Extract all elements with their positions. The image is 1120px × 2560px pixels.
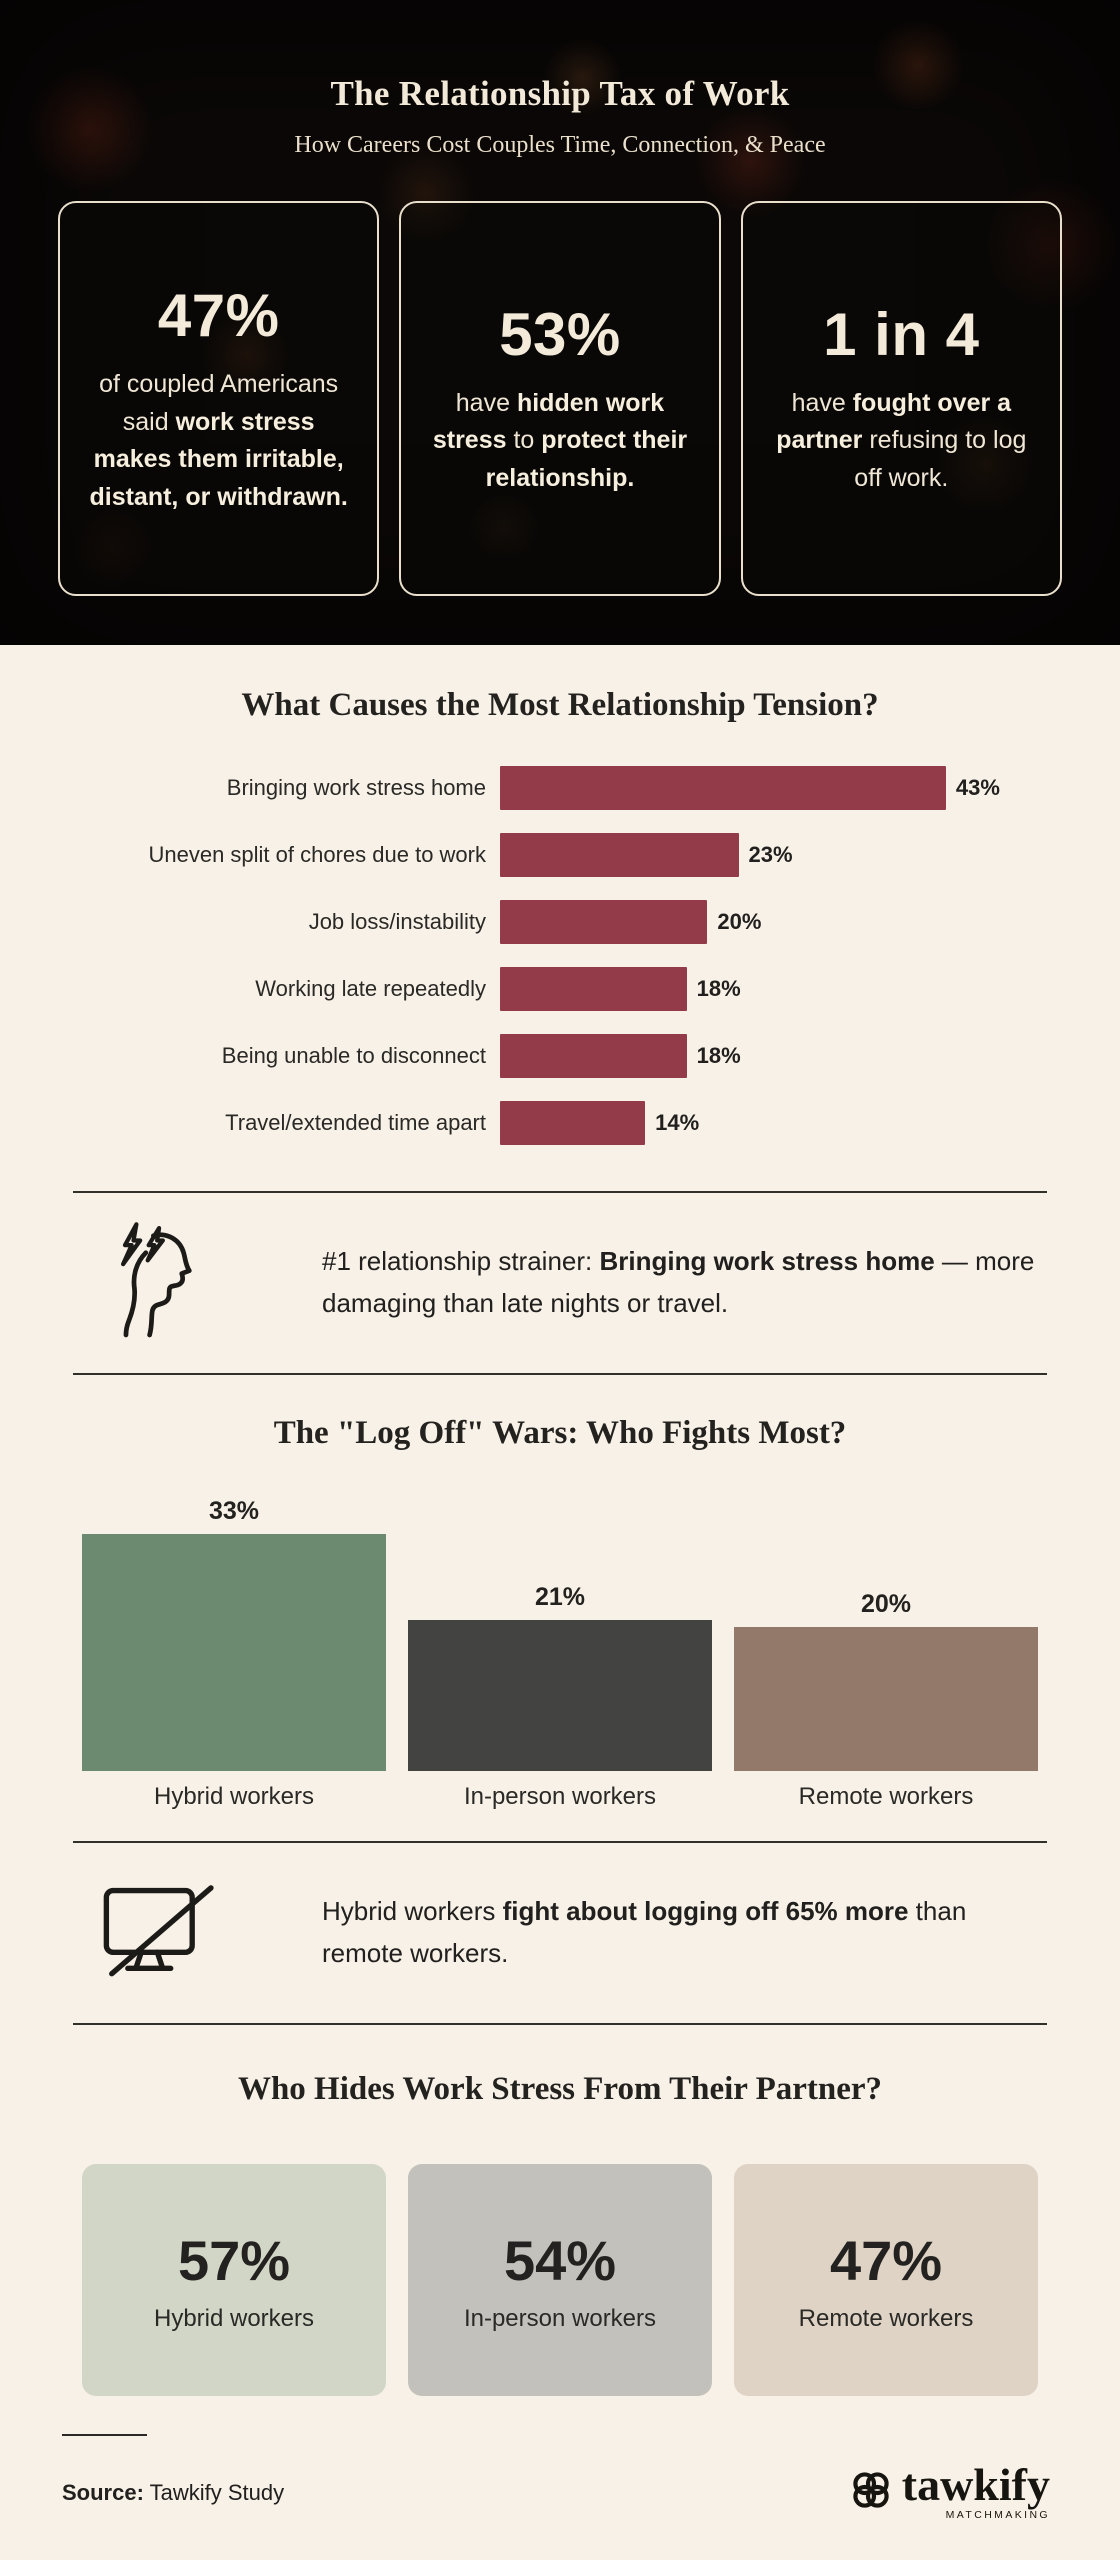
hero-stat-card: 53% have hidden work stress to protect th… bbox=[399, 201, 721, 596]
hides-card: 57% Hybrid workers bbox=[82, 2164, 386, 2396]
logoff-column: 20% bbox=[734, 1590, 1038, 1771]
hides-card-value: 54% bbox=[503, 2228, 617, 2292]
tension-chart-title: What Causes the Most Relationship Tensio… bbox=[241, 687, 879, 723]
tension-bar-label: Working late repeatedly bbox=[255, 976, 486, 1001]
tension-bar-value: 23% bbox=[748, 842, 793, 867]
divider bbox=[73, 1191, 1047, 1193]
footer: Source: Tawkify Study tawkify MATCHMAKIN… bbox=[0, 2436, 1120, 2521]
tension-row: Uneven split of chores due to work 23% bbox=[0, 833, 1120, 877]
tension-bar bbox=[500, 766, 946, 810]
hides-card: 47% Remote workers bbox=[734, 2164, 1038, 2396]
tension-bar-label: Uneven split of chores due to work bbox=[148, 842, 486, 867]
logo-wordmark: tawkify MATCHMAKING bbox=[901, 2459, 1050, 2522]
tension-bar bbox=[500, 833, 739, 877]
insight-callout-stress: #1 relationship strainer: Bringing work … bbox=[0, 1193, 1120, 1373]
logoff-column-value: 20% bbox=[860, 1590, 912, 1619]
source-text: Source: Tawkify Study bbox=[62, 2480, 284, 2506]
tension-bar bbox=[500, 1034, 687, 1078]
tension-bar bbox=[500, 967, 687, 1011]
logoff-column: 33% bbox=[82, 1497, 386, 1771]
tension-row: Bringing work stress home 43% bbox=[0, 766, 1120, 810]
hides-title: Who Hides Work Stress From Their Partner… bbox=[237, 2071, 883, 2107]
source-label: Source: bbox=[62, 2479, 144, 2505]
logoff-column-bar bbox=[82, 1534, 386, 1771]
logoff-column-label: In-person workers bbox=[463, 1783, 657, 1810]
tension-bar-label: Being unable to disconnect bbox=[221, 1043, 486, 1068]
insight-callout-logoff: Hybrid workers fight about logging off 6… bbox=[0, 1843, 1120, 2023]
logoff-columns: 33% 21% 20% bbox=[0, 1497, 1120, 1771]
stat-value: 1 in 4 bbox=[823, 300, 980, 368]
logoff-labels: Hybrid workers In-person workers Remote wo… bbox=[0, 1783, 1120, 1811]
tension-bar-value: 20% bbox=[717, 909, 762, 934]
knot-icon bbox=[850, 2469, 892, 2516]
stat-text: of coupled Americans said work stress ma… bbox=[89, 370, 348, 511]
hides-card-label: Hybrid workers bbox=[153, 2304, 315, 2332]
tension-bar-value: 18% bbox=[696, 1043, 741, 1068]
tension-row: Being unable to disconnect 18% bbox=[0, 1034, 1120, 1078]
logoff-column-label: Remote workers bbox=[798, 1783, 974, 1810]
footer-rule bbox=[62, 2434, 147, 2436]
hides-section: Who Hides Work Stress From Their Partner… bbox=[0, 2025, 1120, 2396]
tension-bar-label: Travel/extended time apart bbox=[225, 1110, 486, 1135]
tension-row: Job loss/instability 20% bbox=[0, 900, 1120, 944]
logoff-section: The "Log Off" Wars: Who Fights Most? 33%… bbox=[0, 1375, 1120, 2025]
hides-card-value: 47% bbox=[829, 2228, 943, 2292]
tension-bar-value: 43% bbox=[955, 775, 1000, 800]
stat-value: 53% bbox=[499, 300, 621, 368]
source-value: Tawkify Study bbox=[143, 2479, 285, 2505]
tension-bar-value: 18% bbox=[696, 976, 741, 1001]
divider bbox=[73, 1841, 1047, 1843]
logoff-column-label: Hybrid workers bbox=[153, 1783, 315, 1810]
callout-text: Hybrid workers fight about logging off 6… bbox=[322, 1896, 967, 1968]
tension-bar-label: Job loss/instability bbox=[308, 909, 486, 934]
stat-text: have fought over a partner refusing to l… bbox=[776, 388, 1027, 492]
hides-card-label: In-person workers bbox=[463, 2304, 657, 2332]
logoff-column-bar bbox=[734, 1627, 1038, 1771]
page-title: The Relationship Tax of Work bbox=[330, 74, 790, 113]
hides-card: 54% In-person workers bbox=[408, 2164, 712, 2396]
tension-row: Travel/extended time apart 14% bbox=[0, 1101, 1120, 1145]
tension-row: Working late repeatedly 18% bbox=[0, 967, 1120, 1011]
logo-text: tawkify bbox=[901, 2459, 1050, 2510]
tension-section: What Causes the Most Relationship Tensio… bbox=[0, 645, 1120, 1375]
hides-card-value: 57% bbox=[177, 2228, 291, 2292]
hero-stat-cards: 47% of coupled Americans said work stress… bbox=[58, 201, 1062, 596]
stat-text: have hidden work stress to protect their… bbox=[432, 388, 688, 492]
hides-cards: 57% Hybrid workers 54% In-person workers 47%… bbox=[0, 2164, 1120, 2396]
hides-card-label: Remote workers bbox=[798, 2304, 974, 2332]
monitor-off-icon bbox=[100, 1884, 220, 1982]
logoff-column: 21% bbox=[408, 1583, 712, 1771]
hero-stat-card: 1 in 4 have fought over a partner refusin… bbox=[740, 201, 1062, 596]
logoff-column-bar bbox=[408, 1620, 712, 1771]
tension-bar bbox=[500, 1101, 646, 1145]
tension-bar-label: Bringing work stress home bbox=[226, 775, 486, 800]
tawkify-logo: tawkify MATCHMAKING bbox=[850, 2459, 1050, 2522]
page-subtitle: How Careers Cost Couples Time, Connectio… bbox=[294, 132, 826, 158]
stressed-head-icon bbox=[100, 1220, 220, 1346]
callout-text: #1 relationship strainer: Bringing work … bbox=[322, 1246, 1035, 1318]
divider bbox=[73, 2023, 1047, 2025]
logoff-column-value: 21% bbox=[534, 1583, 586, 1612]
logoff-column-value: 33% bbox=[208, 1497, 260, 1526]
divider bbox=[73, 1373, 1047, 1375]
hero-stat-card: 47% of coupled Americans said work stress… bbox=[58, 201, 380, 596]
tension-bar bbox=[500, 900, 708, 944]
tension-chart: Bringing work stress home 43% Uneven split… bbox=[0, 766, 1120, 1145]
logo-subtext: MATCHMAKING bbox=[945, 2509, 1050, 2522]
hero-section: The Relationship Tax of Work How Careers… bbox=[0, 0, 1120, 645]
tension-chart-wrap: Bringing work stress home 43% Uneven split… bbox=[0, 766, 1120, 1145]
logoff-chart-title: The "Log Off" Wars: Who Fights Most? bbox=[273, 1415, 847, 1451]
stat-value: 47% bbox=[157, 282, 280, 349]
tension-bar-value: 14% bbox=[655, 1110, 700, 1135]
